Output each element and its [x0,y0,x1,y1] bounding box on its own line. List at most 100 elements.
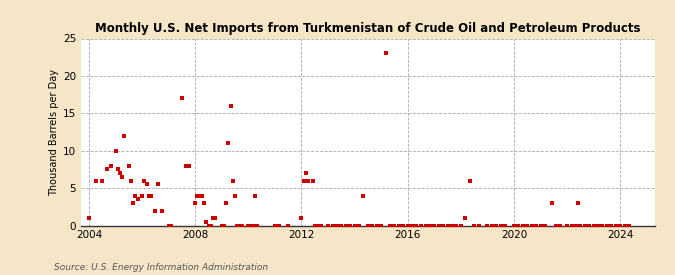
Point [371,223,382,228]
Point [482,223,493,228]
Point [192,193,202,198]
Point [119,134,130,138]
Point [165,223,176,228]
Point [551,223,562,228]
Point [205,223,216,228]
Point [143,193,154,198]
Point [274,223,285,228]
Point [84,216,95,220]
Point [132,197,143,202]
Point [584,223,595,228]
Point [314,223,325,228]
Point [601,223,612,228]
Point [298,178,309,183]
Point [513,223,524,228]
Point [597,223,608,228]
Point [221,201,232,205]
Point [526,223,537,228]
Point [451,223,462,228]
Point [429,223,439,228]
Point [362,223,373,228]
Text: Source: U.S. Energy Information Administration: Source: U.S. Energy Information Administ… [54,263,268,272]
Point [407,223,418,228]
Point [245,223,256,228]
Point [203,223,214,228]
Point [208,216,219,220]
Point [367,223,378,228]
Point [232,223,242,228]
Point [570,223,581,228]
Point [575,223,586,228]
Point [181,163,192,168]
Point [562,223,572,228]
Point [210,216,221,220]
Point [447,223,458,228]
Point [250,193,261,198]
Point [128,201,139,205]
Point [141,182,152,186]
Point [150,208,161,213]
Point [117,175,128,179]
Point [252,223,263,228]
Point [311,223,322,228]
Point [566,223,577,228]
Point [606,223,617,228]
Point [309,223,320,228]
Point [535,223,546,228]
Point [433,223,444,228]
Point [223,141,234,145]
Point [225,104,236,108]
Point [177,96,188,101]
Point [593,223,603,228]
Point [300,171,311,175]
Point [354,223,364,228]
Point [336,223,347,228]
Point [236,223,247,228]
Point [190,201,200,205]
Point [464,178,475,183]
Point [402,223,413,228]
Y-axis label: Thousand Barrels per Day: Thousand Barrels per Day [49,68,59,196]
Point [269,223,280,228]
Point [358,193,369,198]
Point [495,223,506,228]
Point [442,223,453,228]
Point [610,223,621,228]
Point [500,223,510,228]
Point [145,193,156,198]
Point [349,223,360,228]
Point [115,171,126,175]
Point [376,223,387,228]
Point [385,223,396,228]
Point [105,163,116,168]
Point [157,208,167,213]
Point [234,223,245,228]
Point [323,223,333,228]
Point [110,148,121,153]
Point [230,193,240,198]
Point [194,193,205,198]
Point [456,223,466,228]
Point [508,223,519,228]
Point [588,223,599,228]
Point [539,223,550,228]
Point [398,223,408,228]
Point [90,178,101,183]
Point [345,223,356,228]
Point [130,193,141,198]
Point [139,178,150,183]
Point [416,223,427,228]
Point [198,201,209,205]
Point [219,223,230,228]
Point [620,223,630,228]
Point [97,178,107,183]
Point [307,178,318,183]
Point [522,223,533,228]
Point [196,193,207,198]
Point [473,223,484,228]
Point [124,163,134,168]
Point [517,223,528,228]
Point [380,51,391,56]
Point [227,178,238,183]
Point [411,223,422,228]
